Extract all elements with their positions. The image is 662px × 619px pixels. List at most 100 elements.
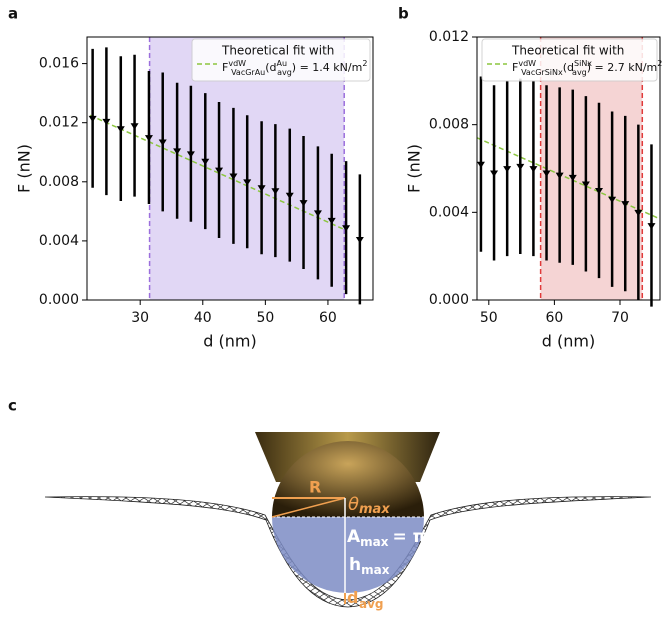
marker: [243, 179, 252, 186]
marker: [647, 223, 656, 230]
x-tick-label: 60: [545, 310, 563, 326]
a-sub2: eff: [445, 536, 461, 549]
marker: [568, 174, 577, 182]
label-theta: θmax: [348, 494, 390, 517]
y-tick-label: 0.016: [39, 56, 79, 72]
plot-frame: [476, 36, 661, 301]
y-tick-label: 0.012: [429, 29, 469, 45]
legend-label: Theoretical fit with: [221, 44, 334, 58]
formula-part: F: [222, 61, 228, 74]
theta-sub: max: [359, 502, 390, 517]
x-axis-label: d (nm): [542, 332, 595, 351]
contact-area: [272, 517, 424, 593]
legend-label: Theoretical fit with: [511, 44, 624, 58]
formula-part: F: [512, 61, 518, 74]
y-tick-label: 0.004: [39, 233, 79, 249]
marker: [102, 118, 111, 126]
label-d: davg: [347, 588, 384, 611]
d-sub: avg: [359, 597, 384, 611]
marker: [476, 161, 485, 169]
y-tick-label: 0.008: [39, 174, 79, 190]
legend-box: [191, 38, 371, 82]
marker: [503, 166, 512, 173]
marker: [542, 170, 551, 177]
formula-part: VacGrAu: [231, 68, 265, 77]
formula-part: avg: [277, 68, 292, 77]
x-tick-label: 40: [194, 310, 212, 326]
marker: [313, 210, 322, 217]
legend-formula: FvdW VacGrSiNx(dSiNx avg) = 2.7 kN/m2: [512, 59, 662, 77]
marker: [130, 123, 139, 130]
formula-part: ) = 2.7 kN/m: [587, 61, 658, 74]
y-tick-label: 0.008: [429, 117, 469, 133]
marker: [608, 196, 617, 204]
marker: [516, 163, 525, 171]
formula-part: vdW: [518, 59, 536, 68]
panel-label: a: [8, 5, 18, 23]
y-tick-label: 0.000: [39, 292, 79, 308]
formula-part: ) = 1.4 kN/m: [292, 61, 363, 74]
x-tick-label: 50: [480, 310, 498, 326]
marker: [285, 192, 294, 200]
marker: [271, 188, 280, 195]
formula-part: VacGrSiNx: [521, 68, 563, 77]
angle-line: [271, 497, 346, 518]
legend-formula: FvdW VacGrAu(dAu avg) = 1.4 kN/m2: [222, 59, 367, 77]
y-tick-label: 0.004: [429, 204, 469, 220]
marker: [327, 217, 336, 225]
marker: [116, 126, 125, 133]
formula-part: 2: [657, 59, 662, 68]
marker: [299, 200, 308, 207]
y-tick-label: 0.012: [39, 115, 79, 131]
a-sup: 2: [445, 523, 453, 536]
marker: [215, 167, 224, 174]
panel-label: c: [8, 397, 17, 415]
y-tick-label: 0.000: [429, 292, 469, 308]
marker: [186, 151, 195, 158]
h-sub: max: [361, 563, 390, 577]
marker: [88, 115, 97, 123]
marker: [595, 188, 603, 195]
formula-part: (d: [563, 61, 574, 74]
marker: [229, 173, 238, 180]
formula-part: vdW: [228, 59, 246, 68]
panel-label: b: [398, 5, 409, 23]
marker: [634, 209, 643, 217]
marker: [144, 135, 153, 142]
d: d: [347, 588, 358, 607]
x-tick-label: 50: [256, 310, 274, 326]
marker: [621, 201, 630, 208]
formula-part: SiNx: [574, 59, 592, 68]
formula-part: 2: [362, 59, 367, 68]
illustration: R θmax Amax = π R2 eff hmax davg c: [8, 397, 652, 611]
marker: [173, 148, 182, 155]
y-axis-label: F (nN): [15, 144, 34, 193]
x-tick-label: 30: [131, 310, 149, 326]
marker: [581, 181, 590, 188]
marker: [342, 225, 351, 232]
label-r: R: [309, 478, 321, 497]
y-axis-label: F (nN): [405, 144, 424, 193]
a: A: [347, 527, 361, 547]
legend-box: [481, 38, 658, 82]
formula-part: (d: [265, 61, 276, 74]
marker: [490, 170, 499, 177]
marker: [529, 166, 538, 173]
x-tick-label: 70: [611, 310, 629, 326]
marker: [158, 139, 167, 146]
x-tick-label: 60: [319, 310, 337, 326]
theta: θ: [348, 494, 359, 515]
a-eq: = π R: [393, 527, 446, 547]
formula-part: avg: [572, 68, 587, 77]
formula-part: Au: [277, 59, 288, 68]
plot-frame: [86, 36, 374, 301]
label-h: hmax: [349, 555, 390, 577]
x-axis-label: d (nm): [203, 332, 256, 351]
marker: [355, 237, 364, 244]
marker: [257, 185, 266, 192]
marker: [201, 158, 210, 166]
label-a: Amax = π R2 eff: [347, 523, 461, 549]
